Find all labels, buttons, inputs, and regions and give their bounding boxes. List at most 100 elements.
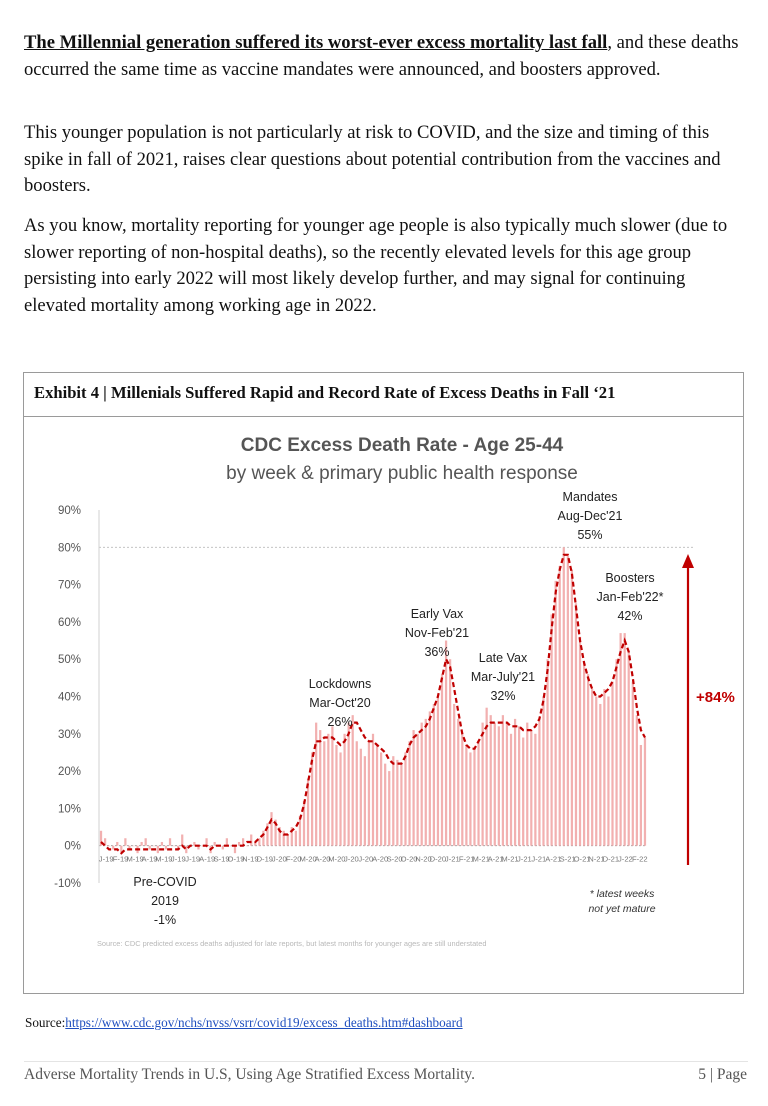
y-tick-label: -10% bbox=[54, 878, 81, 890]
x-tick-label: O-21 bbox=[574, 855, 591, 864]
x-tick-label: J-21 bbox=[445, 855, 460, 864]
chart-bar bbox=[108, 845, 111, 847]
chart-bar bbox=[164, 845, 168, 850]
chart-bar bbox=[229, 845, 233, 847]
chart-bar bbox=[522, 737, 525, 846]
chart-bar bbox=[319, 730, 322, 846]
annotation-label: Early Vax bbox=[411, 607, 464, 621]
chart-bar bbox=[258, 838, 261, 846]
immature-note-line2: not yet mature bbox=[588, 903, 655, 915]
chart-bar bbox=[505, 722, 509, 846]
chart-bar bbox=[359, 748, 362, 846]
chart-bar bbox=[343, 733, 346, 846]
x-tick-label: J-19 bbox=[185, 855, 200, 864]
chart-bar bbox=[241, 838, 245, 846]
annotation-period: 2019 bbox=[151, 894, 179, 908]
x-tick-label: F-22 bbox=[632, 855, 648, 864]
chart-bar bbox=[367, 741, 371, 846]
chart-bar bbox=[193, 841, 196, 846]
x-tick-label: J-19 bbox=[171, 855, 186, 864]
source-label: Source: bbox=[25, 1015, 66, 1030]
annotation-value: 55% bbox=[577, 528, 602, 542]
x-tick-label: F-19 bbox=[113, 855, 129, 864]
x-tick-label: D-20 bbox=[430, 855, 446, 864]
annotation-label: Lockdowns bbox=[309, 677, 372, 691]
chart-bar bbox=[99, 830, 103, 846]
annotation-label: Pre-COVID bbox=[133, 875, 196, 889]
excess-death-chart: CDC Excess Death Rate - Age 25-44 by wee… bbox=[25, 418, 742, 1030]
x-tick-label: A-19 bbox=[141, 855, 157, 864]
annotation-boosters: Boosters Jan-Feb'22* 42% bbox=[596, 571, 663, 623]
annotation-pre-covid: Pre-COVID 2019 -1% bbox=[133, 875, 196, 927]
chart-bar bbox=[530, 730, 533, 846]
chart-bar bbox=[246, 845, 249, 847]
chart-bar bbox=[160, 841, 164, 846]
x-tick-label: M-20 bbox=[328, 855, 345, 864]
chart-bar bbox=[453, 703, 456, 846]
x-tick-label: D-19 bbox=[257, 855, 273, 864]
chart-bar bbox=[615, 659, 618, 846]
chart-bar bbox=[440, 674, 444, 846]
chart-bar bbox=[473, 748, 476, 846]
source-link[interactable]: https://www.cdc.gov/nchs/nvss/vsrr/covid… bbox=[65, 1015, 463, 1030]
y-tick-label: 80% bbox=[58, 542, 81, 554]
chart-bar bbox=[412, 730, 415, 846]
chart-bar bbox=[128, 845, 131, 850]
chart-bar bbox=[384, 763, 387, 846]
x-tick-label: J-19 bbox=[99, 855, 114, 864]
chart-bar bbox=[306, 778, 310, 846]
chart-footnote: Source: CDC predicted excess deaths adju… bbox=[97, 939, 486, 948]
x-tick-label: A-21 bbox=[488, 855, 504, 864]
chart-bar bbox=[611, 681, 614, 846]
x-tick-label: F-20 bbox=[286, 855, 302, 864]
x-tick-label: O-20 bbox=[401, 855, 418, 864]
chart-bar bbox=[388, 771, 391, 846]
chart-bar bbox=[449, 659, 452, 846]
chart-bar bbox=[497, 726, 500, 846]
paragraph-reporting-lag: As you know, mortality reporting for you… bbox=[24, 215, 728, 316]
x-axis: J-19 F-19M-19A-19M-19J-19 J-19 A-19S-19O-19… bbox=[99, 855, 648, 864]
y-tick-label: 70% bbox=[58, 580, 81, 592]
chart-bar bbox=[351, 715, 354, 846]
annotation-value: 36% bbox=[424, 645, 449, 659]
chart-bar bbox=[331, 726, 334, 846]
chart-bars bbox=[99, 547, 647, 854]
paragraph-lead-rest: , and these deaths occurred the same tim… bbox=[24, 32, 739, 80]
chart-bar bbox=[554, 580, 557, 846]
x-tick-label: M-19 bbox=[155, 855, 172, 864]
x-tick-label: M-19 bbox=[126, 855, 143, 864]
chart-bar bbox=[558, 565, 561, 846]
chart-bar bbox=[481, 722, 484, 846]
y-tick-label: 10% bbox=[58, 803, 81, 815]
footer-divider bbox=[24, 1061, 748, 1062]
chart-bar bbox=[627, 651, 630, 846]
chart-bar bbox=[371, 733, 375, 846]
chart-bar bbox=[262, 830, 265, 846]
chart-bar bbox=[270, 812, 273, 846]
chart-bar bbox=[274, 819, 277, 846]
peak-change-marker: +84% bbox=[682, 554, 735, 865]
chart-bar bbox=[587, 674, 590, 846]
chart-subtitle: by week & primary public health response bbox=[226, 463, 578, 484]
exhibit-box: Exhibit 4 | Millenials Suffered Rapid an… bbox=[23, 372, 744, 1030]
annotation-value: 32% bbox=[490, 689, 515, 703]
paragraph-lead-heading: The Millennial generation suffered its w… bbox=[24, 32, 608, 53]
chart-bar bbox=[457, 718, 460, 846]
annotation-period: Mar-Oct'20 bbox=[309, 696, 370, 710]
chart-bar bbox=[582, 662, 586, 846]
x-tick-label: D-21 bbox=[603, 855, 619, 864]
annotation-label: Mandates bbox=[563, 490, 618, 504]
chart-bar bbox=[323, 741, 326, 846]
x-tick-label: A-21 bbox=[545, 855, 561, 864]
annotation-value: 26% bbox=[327, 715, 352, 729]
chart-bar bbox=[294, 830, 297, 846]
chart-bar bbox=[380, 752, 383, 846]
chart-bar bbox=[315, 722, 318, 846]
x-tick-label: M-20 bbox=[299, 855, 316, 864]
y-tick-label: 60% bbox=[58, 617, 81, 629]
paragraph-risk: This younger population is not particula… bbox=[24, 122, 721, 196]
chart-bar bbox=[181, 834, 184, 846]
x-tick-label: J-20 bbox=[272, 855, 287, 864]
x-tick-label: N-20 bbox=[415, 855, 431, 864]
chart-bar bbox=[639, 744, 643, 846]
